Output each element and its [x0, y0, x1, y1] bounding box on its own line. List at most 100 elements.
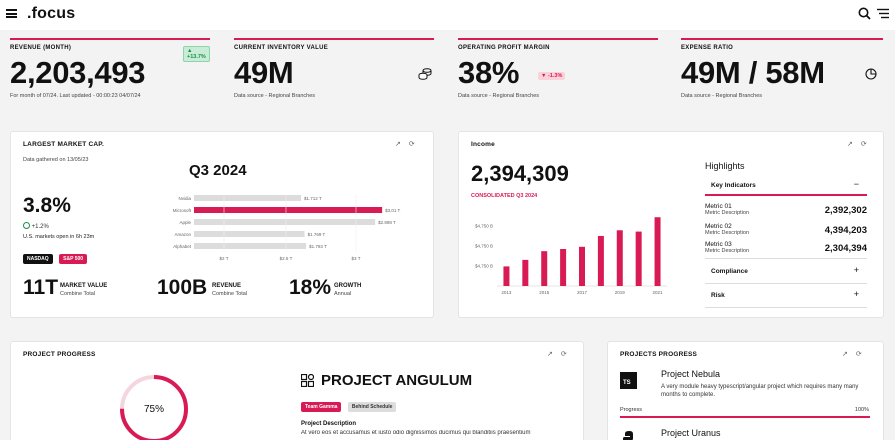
metric-value: 2,304,394 — [824, 243, 867, 254]
kpi-inventory: CURRENT INVENTORY VALUE 49M Data source … — [234, 30, 434, 108]
kpi-expense-ratio: EXPENSE RATIO 49M / 58M Data source - Re… — [681, 30, 883, 108]
income-bar — [503, 266, 510, 286]
metric-name: Metric 02 — [705, 223, 732, 230]
tag-status[interactable]: Behind Schedule — [347, 402, 397, 412]
accordion-label: Compliance — [711, 268, 748, 275]
income-value: 2,394,309 — [471, 161, 569, 186]
stat-sub: Annual — [334, 291, 352, 297]
kpi-title: CURRENT INVENTORY VALUE — [234, 45, 329, 51]
accordion-risk[interactable]: Risk + — [705, 284, 867, 308]
clock-icon — [23, 222, 30, 229]
tag-nasdaq[interactable]: NASDAQ — [23, 254, 53, 264]
card-title: Income — [471, 141, 495, 148]
market-cap-card: LARGEST MARKET CAP. ↗ ⟳ Data gathered on … — [10, 131, 434, 318]
trend-badge: ▲ +13.7% — [183, 46, 210, 62]
kpi-accent-bar — [10, 38, 210, 40]
collapse-icon[interactable]: − — [853, 179, 859, 189]
kpi-accent-bar — [458, 38, 658, 40]
card-actions: ↗ ⟳ — [839, 140, 867, 148]
progress-label: Progress — [620, 407, 643, 413]
kpi-value: 38% — [458, 55, 520, 90]
expand-icon[interactable]: ↗ — [547, 351, 553, 358]
kpi-value: 49M / 58M — [681, 55, 825, 90]
card-title: PROJECTS PROGRESS — [620, 351, 698, 358]
x-tick-label: 2017 — [577, 290, 588, 295]
bar-category-label: Apple — [179, 220, 191, 225]
change-row: +1.2% — [23, 222, 49, 230]
project-progress-card: PROJECT PROGRESS ↗ ⟳ 75% PROJECT ANGULUM … — [10, 341, 584, 440]
key-indicators-label: Key Indicators — [711, 182, 756, 189]
refresh-icon[interactable]: ⟳ — [860, 141, 867, 148]
kpi-title: EXPENSE RATIO — [681, 45, 734, 51]
income-bar — [635, 231, 642, 286]
expand-icon[interactable]: ↗ — [842, 351, 848, 358]
key-indicators-header[interactable]: Key Indicators − — [705, 179, 867, 196]
menu-icon[interactable] — [6, 9, 17, 18]
refresh-icon[interactable]: ⟳ — [855, 351, 862, 358]
stat-value: 100B — [157, 276, 208, 299]
refresh-icon[interactable]: ⟳ — [560, 351, 567, 358]
expand-icon[interactable]: ↗ — [395, 141, 401, 148]
kpi-subtitle: Data source - Regional Branches — [458, 93, 540, 99]
market-cap-bar — [194, 207, 383, 213]
stat-label: MARKET VALUE — [60, 283, 108, 289]
y-tick-label: $4,750 B — [475, 244, 493, 249]
stat-sub: Combine Total — [60, 291, 96, 297]
tag-team[interactable]: Team Gamma — [301, 402, 342, 412]
income-card: Income ↗ ⟳ 2,394,309 CONSOLIDATED Q3 2024… — [458, 131, 884, 318]
x-tick-label: 2013 — [501, 290, 512, 295]
filter-icon[interactable] — [877, 8, 889, 19]
income-bar — [654, 217, 661, 286]
y-tick-label: $4,750 B — [475, 224, 493, 229]
accordion-label: Risk — [711, 292, 725, 299]
grid-icon — [301, 374, 314, 387]
y-tick-label: $4,750 B — [475, 264, 493, 269]
expand-plus-icon[interactable]: + — [853, 289, 859, 299]
coins-icon — [418, 68, 432, 80]
card-title: LARGEST MARKET CAP. — [23, 141, 104, 148]
income-bar — [522, 259, 529, 286]
x-tick-label: $2.5 T — [280, 256, 293, 261]
project-desc: At vero eos et accusamus et iusto odio d… — [301, 430, 531, 436]
kpi-value: 2,203,493 — [10, 55, 146, 90]
market-tags: NASDAQ S&P 500 — [23, 247, 88, 265]
python-icon — [623, 431, 633, 440]
income-bar — [541, 251, 548, 286]
progress-track — [620, 416, 870, 418]
market-cap-bar — [194, 219, 376, 225]
x-tick-label: 2015 — [539, 290, 550, 295]
accordion-compliance[interactable]: Compliance + — [705, 260, 867, 284]
refresh-icon[interactable]: ⟳ — [408, 141, 415, 148]
bar-category-label: Alphabet — [173, 244, 192, 249]
stat-value: 18% — [289, 276, 332, 299]
kpi-title: OPERATING PROFIT MARGIN — [458, 45, 550, 51]
project-name: PROJECT ANGULUM — [321, 372, 473, 389]
market-percent: 3.8% — [23, 194, 71, 217]
stat-label: REVENUE — [212, 283, 242, 289]
stat-value: 11T — [23, 276, 59, 299]
metric-row: Metric 01 Metric Description 2,392,302 — [705, 203, 867, 216]
progress-percent: 75% — [143, 404, 164, 415]
project-desc-title: Project Description — [301, 421, 357, 427]
market-cap-bar — [194, 231, 305, 237]
tag-sp500[interactable]: S&P 500 — [59, 254, 88, 264]
quarter-heading: Q3 2024 — [189, 162, 247, 179]
x-tick-label: $2 T — [220, 256, 229, 261]
kpi-subtitle: Data source - Regional Branches — [681, 93, 763, 99]
kpi-subtitle: For month of 07/24. Last updated - 00:00… — [10, 93, 141, 99]
metric-desc: Metric Description — [705, 248, 750, 254]
expand-plus-icon[interactable]: + — [853, 265, 859, 275]
project-tags: Team Gamma Behind Schedule — [301, 395, 397, 413]
card-title: PROJECT PROGRESS — [23, 351, 96, 358]
kpi-accent-bar — [234, 38, 434, 40]
bar-category-label: Microsoft — [173, 208, 192, 213]
expand-icon[interactable]: ↗ — [847, 141, 853, 148]
x-tick-label: $3 T — [352, 256, 361, 261]
market-cap-bar — [194, 195, 301, 201]
search-icon[interactable] — [858, 7, 871, 20]
bar-category-label: Amazon — [174, 232, 191, 237]
metric-value: 2,392,302 — [824, 205, 867, 216]
stat-label: GROWTH — [334, 283, 362, 289]
progress-fill — [620, 416, 870, 418]
income-bar-chart: $4,750 B $4,750 B $4,750 B 2013 2015 2017 2019… — [475, 217, 667, 295]
